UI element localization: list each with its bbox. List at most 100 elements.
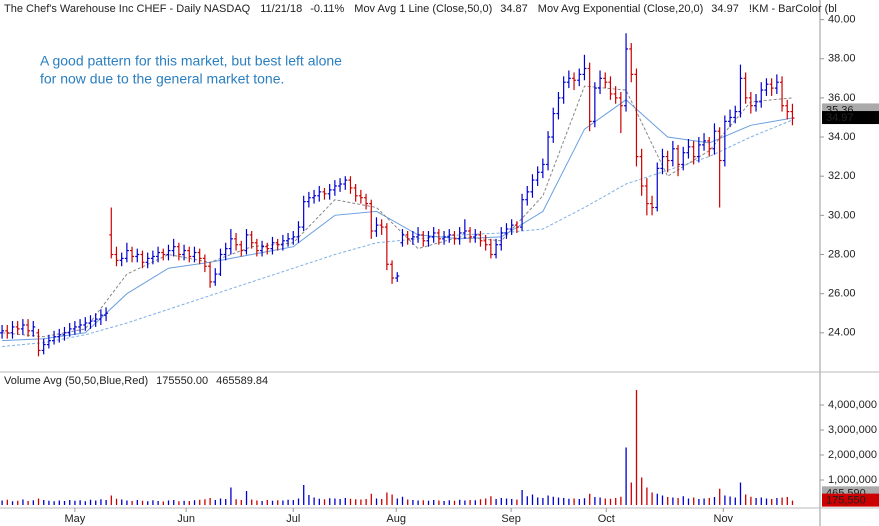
volume-bar (339, 499, 341, 505)
moving-average (2, 119, 793, 347)
volume-bar (396, 498, 398, 505)
volume-bar (739, 482, 742, 505)
volume-bar (69, 500, 71, 505)
x-tick-label: Aug (386, 513, 406, 525)
volume-bar (277, 500, 279, 505)
y-tick-label: 24.00 (828, 327, 856, 339)
volume-bar (360, 499, 362, 505)
price-bar (72, 321, 77, 335)
price-bar (296, 221, 301, 243)
volume-bar (661, 495, 664, 505)
volume-bar (708, 498, 710, 505)
price-bar (462, 219, 467, 239)
volume-bar (755, 498, 757, 505)
volume-bar (698, 499, 700, 505)
price-bar (52, 330, 57, 345)
price-bar (670, 140, 675, 167)
price-bar (769, 78, 774, 96)
volume-bar (381, 499, 383, 505)
price-bar (228, 229, 233, 255)
volume-bar (136, 500, 138, 505)
volume-bar (713, 497, 716, 505)
price-bar (478, 231, 483, 247)
price-bar (374, 217, 379, 237)
volume-bar (511, 499, 513, 505)
price-bar (650, 195, 655, 216)
price-bar (369, 199, 374, 239)
volume-bar (516, 499, 518, 505)
volume-bar (308, 495, 310, 505)
volume-bar (121, 499, 123, 505)
header-text: !KM - BarColor (bl (749, 3, 837, 15)
price-bar (234, 232, 239, 251)
price-bar (436, 229, 441, 245)
volume-bar (646, 487, 648, 505)
price-bar (36, 328, 41, 357)
price-box-label: 34.97 (826, 112, 854, 124)
x-tick-label: Oct (598, 513, 615, 525)
price-bar (660, 148, 665, 175)
price-bar (613, 86, 618, 104)
y-tick-label: 3,000,000 (828, 424, 877, 436)
volume-bar (479, 499, 482, 505)
price-bar (452, 231, 457, 245)
volume-bar (375, 498, 378, 505)
price-bar (317, 185, 322, 202)
volume-bar (422, 500, 424, 505)
volume-bar (355, 499, 357, 505)
price-bar (239, 240, 244, 257)
volume-bar (292, 500, 294, 505)
annotation: for now due to the general market tone. (40, 71, 284, 87)
price-bar (618, 92, 623, 134)
volume-bar (303, 485, 305, 505)
volume-bar (667, 497, 669, 505)
volume-bar (568, 498, 570, 505)
volume-bar (729, 496, 731, 505)
price-bar (301, 195, 306, 232)
price-bar (691, 140, 696, 165)
volume-bar (417, 500, 419, 505)
price-bar (457, 227, 462, 245)
price-bar (665, 150, 670, 173)
price-bar (561, 76, 566, 104)
volume-bar (282, 500, 284, 505)
price-bar (57, 328, 62, 343)
volume-bar (37, 498, 40, 505)
price-bar (592, 82, 597, 128)
volume-bar (760, 497, 762, 505)
volume-bar (485, 498, 487, 505)
price-bar (358, 189, 363, 204)
price-bar (587, 62, 592, 132)
volume-bar (126, 500, 128, 505)
volume-bar (589, 493, 591, 505)
price-bar (431, 227, 436, 243)
price-bar (504, 223, 509, 239)
price-bar (535, 166, 540, 186)
volume-bar (219, 498, 222, 505)
volume-bar (635, 390, 638, 505)
price-bar (327, 184, 332, 200)
volume-bar (95, 500, 97, 505)
volume-bar (370, 493, 372, 505)
price-bar (738, 64, 743, 118)
volume-bar (786, 497, 788, 505)
price-bar (322, 187, 327, 200)
volume-bar (687, 498, 690, 505)
price-bar (728, 109, 733, 128)
volume-bar (63, 501, 66, 505)
price-bar (494, 238, 499, 259)
volume-bar (745, 494, 747, 505)
volume-bar (204, 499, 206, 505)
price-bar (67, 323, 72, 337)
price-bar (20, 319, 25, 335)
price-bar (473, 229, 478, 243)
volume-title: Volume Avg (50,50,Blue,Red) (4, 375, 148, 387)
volume-bar (401, 496, 404, 505)
price-bar (509, 219, 514, 235)
price-bar (78, 319, 83, 333)
volume-bar (412, 500, 414, 505)
price-bar (546, 131, 551, 171)
price-bar (109, 207, 114, 259)
price-bar (88, 315, 93, 329)
